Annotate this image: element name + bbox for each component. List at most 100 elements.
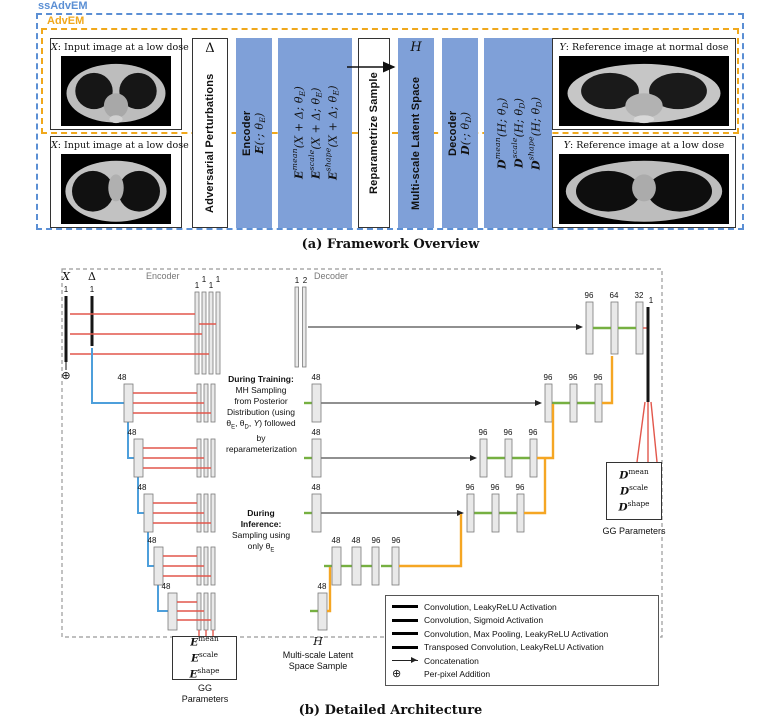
- r5-ch: 96: [372, 536, 381, 545]
- l1-ch: 1: [216, 275, 221, 284]
- output-bar-and-lines: [636, 307, 658, 463]
- panel-input-top: X: Input image at a low dose: [50, 38, 189, 130]
- decoder-gg-params-box: Dmean Dscale Dshape: [606, 462, 662, 520]
- r3-ch: 48: [312, 428, 321, 437]
- enc-shape-math: Eshape(X + Δ; θE): [323, 85, 341, 181]
- legend: Convolution, LeakyReLU Activation Convol…: [385, 595, 659, 686]
- architecture-svg: X Δ Encoder Decoder 1 1 ⊕ 1 1 1 1: [61, 268, 663, 638]
- enc-shape-param: Eshape: [189, 666, 220, 681]
- panel-input-bottom: X: Input image at a low dose: [50, 136, 189, 228]
- decoder-math: D(·; θD): [458, 111, 474, 155]
- dec-scale-math: Dscale(H; θD): [509, 97, 527, 169]
- decoder-outputs-block: Dmean(H; θD) Dscale(H; θD) Dshape(H; θD): [484, 38, 552, 228]
- r2-ch: 96: [594, 373, 603, 382]
- out-ch: 1: [649, 296, 654, 305]
- r2-ch: 96: [544, 373, 553, 382]
- input-bars: [64, 296, 94, 370]
- l1-ch: 1: [202, 275, 207, 284]
- inference-note: During Inference: Sampling using only θE: [231, 508, 291, 554]
- enc-ch: 48: [148, 536, 157, 545]
- flow-arrow: [346, 60, 402, 74]
- r3-ch: 96: [479, 428, 488, 437]
- encoder-gg-label: GG Parameters: [181, 683, 229, 704]
- legend-item: Convolution, LeakyReLU Activation: [392, 600, 652, 614]
- per-pixel-addition-icon: ⊕: [61, 370, 70, 382]
- decoder-gg-label: GG Parameters: [602, 526, 666, 536]
- ct-image-lower: [61, 154, 171, 224]
- encoder-section-label: Encoder: [146, 271, 180, 281]
- latent-sample-caption: Multi-scale Latent Space Sample: [282, 650, 354, 671]
- enc-mean-math: Emean(X + Δ; θE): [289, 86, 307, 180]
- r6-ch: 48: [318, 582, 327, 591]
- decoder-row-bars: [311, 383, 603, 631]
- sigmoid-conv-lines-l1: [70, 313, 216, 355]
- legend-item: Transposed Convolution, LeakyReLU Activa…: [392, 641, 652, 655]
- legend-item: Convolution, Sigmoid Activation: [392, 614, 652, 628]
- leaky-conv-lines: [304, 326, 636, 613]
- transposed-conv-lines: [327, 356, 614, 613]
- ct-image-upper: [61, 56, 171, 126]
- panel-caption: Y: Reference image at normal dose: [559, 42, 729, 53]
- r5-ch: 48: [332, 536, 341, 545]
- dec-mean-param: Dmean: [619, 466, 649, 482]
- r3-ch: 96: [504, 428, 513, 437]
- enc-scale-math: Escale(X + Δ; θE): [306, 87, 324, 179]
- encoder-math: E(·; θE): [252, 112, 268, 154]
- caption-b: (b) Detailed Architecture: [298, 703, 483, 718]
- h-ch: 2: [303, 276, 308, 285]
- r5-ch: 96: [392, 536, 401, 545]
- panel-reference-bottom: Y: Reference image at a low dose: [552, 136, 736, 228]
- l1-ch: 1: [195, 281, 200, 290]
- sigmoid-conv-lines-levels: [133, 392, 214, 636]
- dec-mean-math: Dmean(H; θD): [492, 97, 510, 169]
- delta-channels: 1: [90, 285, 95, 294]
- architecture-border: [61, 268, 663, 638]
- concatenation-arrows: [308, 324, 583, 516]
- enc-scale-param: Escale: [191, 649, 218, 665]
- encoder-outputs-block: Emean(X + Δ; θE) Escale(X + Δ; θE) Eshap…: [278, 38, 352, 228]
- ssadvem-box: [36, 13, 744, 230]
- enc-ch: 48: [162, 582, 171, 591]
- encoder-level1-bars: [194, 291, 221, 375]
- red-conv-line-icon: [392, 618, 418, 622]
- dec-shape-param: Dshape: [618, 499, 650, 514]
- r4-ch: 96: [516, 483, 525, 492]
- enc-mean-param: Emean: [190, 633, 219, 649]
- ssadvem-label: ssAdvEM: [38, 0, 88, 12]
- legend-item: Concatenation: [392, 654, 652, 668]
- decoder-section-label: Decoder: [314, 271, 348, 281]
- enc-ch: 48: [128, 428, 137, 437]
- framework-overview-figure: ssAdvEM AdvEM X: Input image at a low do…: [0, 0, 781, 234]
- r1-ch: 96: [585, 291, 594, 300]
- legend-item: ⊕ Per-pixel Addition: [392, 667, 491, 680]
- training-note: During Training: MH Sampling from Poster…: [226, 374, 297, 454]
- r4-ch: 96: [491, 483, 500, 492]
- detailed-architecture-figure: X Δ Encoder Decoder 1 1 ⊕ 1 1 1 1: [0, 262, 781, 704]
- ct-image-lower: [559, 154, 729, 224]
- h-ch: 1: [295, 276, 300, 285]
- r2-ch: 48: [312, 373, 321, 382]
- blue-conv-line-icon: [392, 632, 418, 636]
- dec-scale-param: Dscale: [619, 482, 649, 498]
- per-pixel-addition-icon: ⊕: [392, 667, 402, 680]
- panel-caption: X: Input image at a low dose: [51, 42, 189, 53]
- advem-box: [41, 28, 739, 134]
- orange-conv-line-icon: [392, 645, 418, 649]
- decoder-block: Decoder D(·; θD): [442, 38, 478, 228]
- var-x: X: [51, 42, 58, 53]
- panel-caption: X: Input image at a low dose: [51, 140, 189, 151]
- enc-ch: 48: [138, 483, 147, 492]
- dec-shape-math: Dshape(H; θD): [526, 96, 544, 170]
- h-sample-label: H: [313, 635, 323, 648]
- r1-ch: 64: [610, 291, 619, 300]
- latent-skip-bars: [196, 383, 216, 631]
- r4-ch: 96: [466, 483, 475, 492]
- panel-reference-top: Y: Reference image at normal dose: [552, 38, 736, 130]
- h-symbol: H: [410, 40, 422, 55]
- encoder-gg-params-box: Emean Escale Eshape: [172, 633, 237, 681]
- l1-ch: 1: [209, 281, 214, 290]
- r3-ch: 96: [529, 428, 538, 437]
- decoder-input-bars: [294, 286, 307, 368]
- enc-ch: 48: [118, 373, 127, 382]
- r2-ch: 96: [569, 373, 578, 382]
